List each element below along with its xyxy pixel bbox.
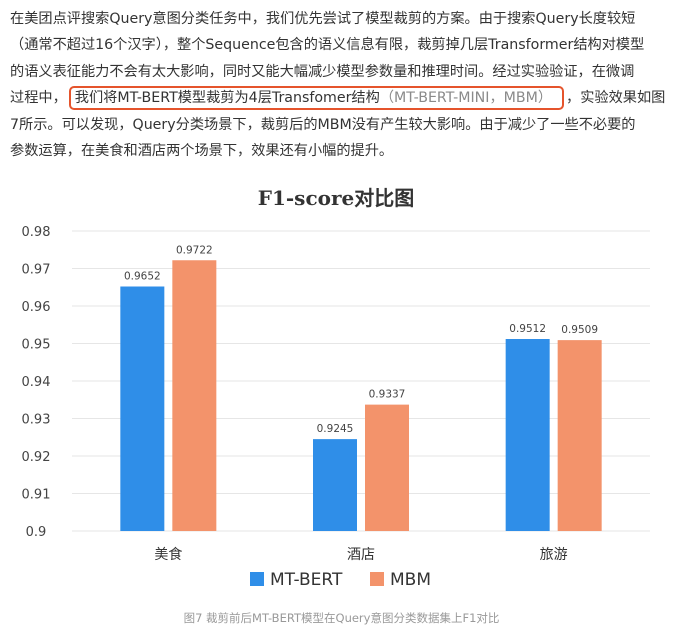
f1-score-chart: F1-score对比图 0.98 0.97 0.96 0.95 0.94 0.93 0.92… [22, 186, 650, 590]
legend-swatch [250, 572, 264, 586]
chart-title: F1-score对比图 [258, 186, 414, 210]
y-tick-label: 0.93 [22, 413, 51, 428]
bar [120, 286, 165, 531]
bar [505, 339, 550, 531]
paragraph-line-4-suffix: ，实验效果如图 [566, 90, 666, 107]
bar-value-label: 0.9337 [369, 389, 406, 401]
y-tick-label: 0.97 [22, 263, 51, 278]
bar [172, 260, 217, 531]
figure-caption: 图7 裁剪前后MT-BERT模型在Query意图分类数据集上F1对比 [183, 611, 500, 625]
x-axis-ticks: 美食 酒店 旅游 [154, 546, 567, 563]
bar [365, 404, 409, 531]
bar-value-label: 0.9652 [124, 271, 161, 283]
y-tick-label: 0.95 [22, 338, 51, 353]
bar-value-label: 0.9512 [509, 323, 546, 335]
bar [313, 439, 357, 531]
paragraph-line-1: 在美团点评搜索Query意图分类任务中，我们优先尝试了模型裁剪的方案。由于搜索Q… [10, 11, 636, 27]
highlighted-sentence: 我们将MT-BERT模型裁剪为4层Transfomer结构（MT-BERT-MI… [68, 86, 565, 111]
article-paragraph: 在美团点评搜索Query意图分类任务中，我们优先尝试了模型裁剪的方案。由于搜索Q… [10, 6, 675, 164]
y-tick-label: 0.96 [22, 300, 51, 315]
legend-label: MT-BERT [270, 570, 343, 590]
bar-value-label: 0.9722 [176, 244, 213, 256]
paragraph-line-2: （通常不超过16个汉字），整个Sequence包含的语义信息有限，裁剪掉几层Tr… [10, 37, 645, 54]
x-tick-label: 旅游 [540, 547, 568, 563]
y-tick-label: 0.91 [22, 488, 51, 503]
bars [120, 260, 602, 531]
y-axis-ticks: 0.98 0.97 0.96 0.95 0.94 0.93 0.92 0.91 0.9 [22, 225, 51, 540]
bar [557, 340, 602, 531]
highlighted-sentence-main: 我们将MT-BERT模型裁剪为4层Transfomer结构 [74, 90, 380, 107]
bar-value-labels: 0.9652 0.9722 0.9245 0.9337 0.9512 0.9509 [124, 244, 598, 435]
y-tick-label: 0.9 [26, 525, 47, 540]
legend-label: MBM [390, 570, 431, 590]
paragraph-line-3: 的语义表征能力不会有太大影响，同时又能大幅减少模型参数量和推理时间。经过实验验证… [10, 63, 635, 80]
bar-value-label: 0.9245 [317, 423, 354, 435]
paragraph-line-6: 参数运算，在美食和酒店两个场景下，效果还有小幅的提升。 [10, 143, 394, 160]
bar-value-label: 0.9509 [561, 324, 598, 336]
paragraph-line-5: 7所示。可以发现，Query分类场景下，裁剪后的MBM没有产生较大影响。由于减少… [10, 116, 636, 133]
highlighted-sentence-paren: （MT-BERT-MINI，MBM） [379, 90, 553, 107]
y-tick-label: 0.94 [22, 375, 51, 390]
grid-lines [72, 230, 650, 532]
y-tick-label: 0.98 [22, 225, 51, 240]
paragraph-line-4-prefix: 过程中， [10, 90, 67, 107]
legend-swatch [370, 572, 384, 586]
paragraph-line-4: 过程中， 我们将MT-BERT模型裁剪为4层Transfomer结构（MT-BER… [10, 85, 675, 111]
y-tick-label: 0.92 [22, 450, 51, 465]
x-tick-label: 美食 [154, 546, 182, 563]
x-tick-label: 酒店 [347, 547, 375, 563]
legend: MT-BERT MBM [250, 570, 431, 590]
